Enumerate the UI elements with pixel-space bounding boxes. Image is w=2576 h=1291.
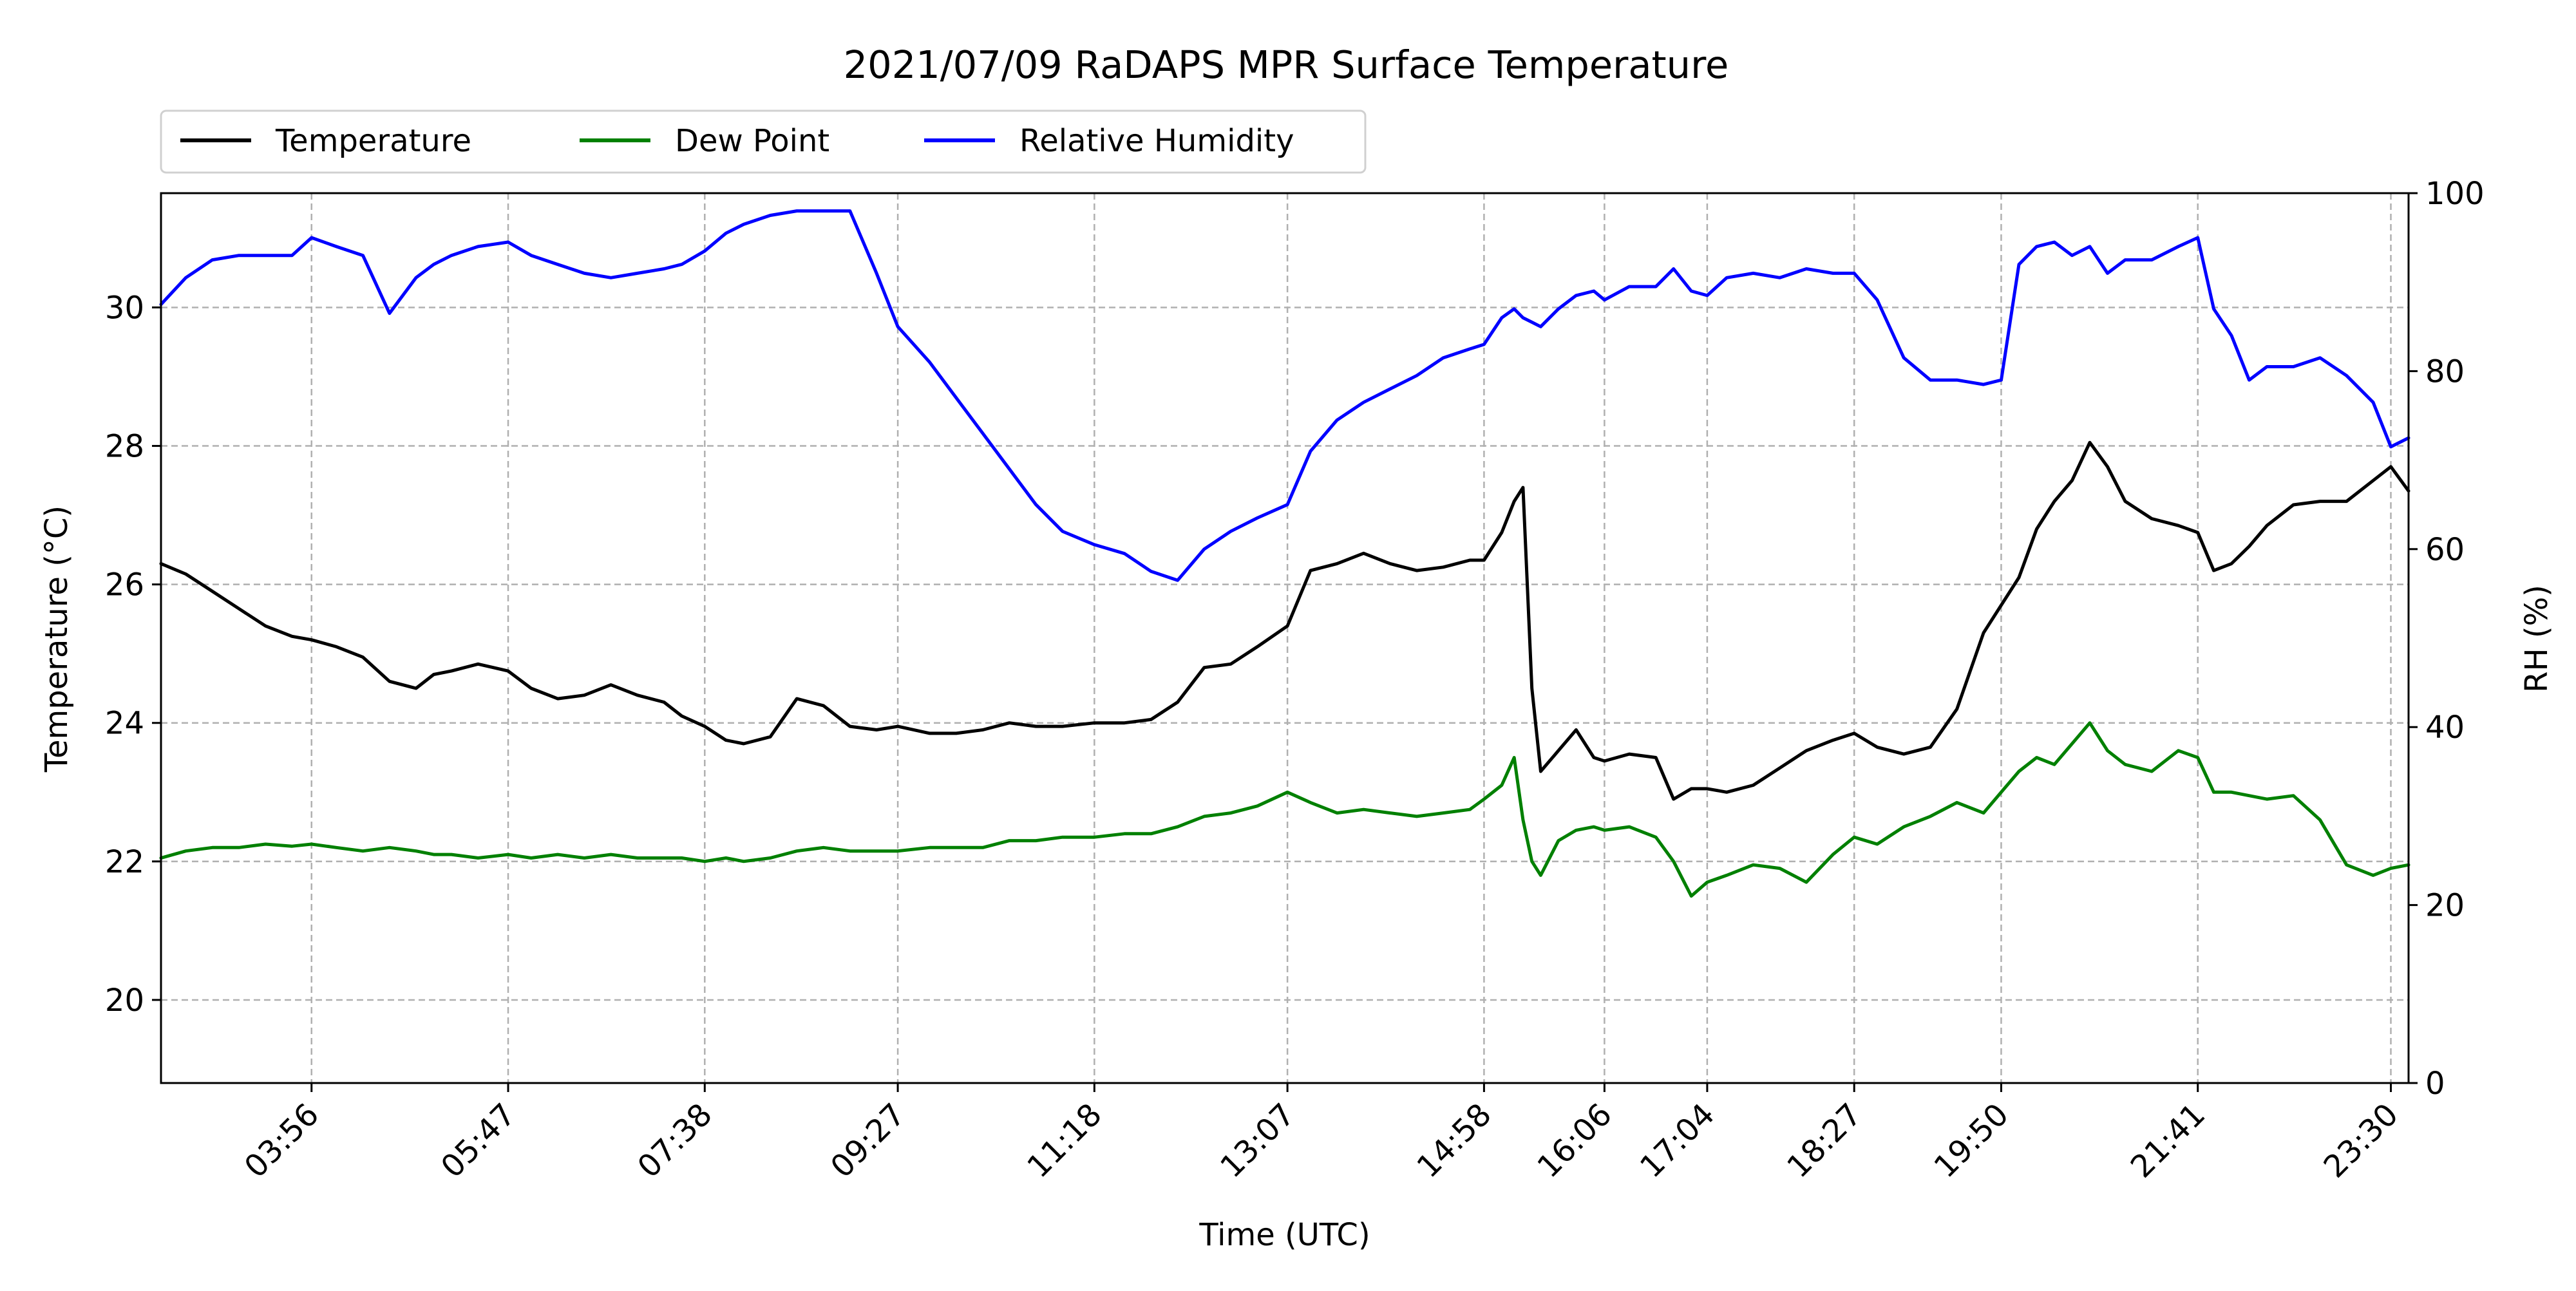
grid-lines (161, 193, 2409, 1083)
series-line-dew-point (159, 721, 2410, 898)
y-tick-label-left: 24 (105, 706, 144, 742)
y-tick-label-left: 30 (105, 290, 144, 326)
legend-box (160, 109, 1367, 174)
series-line-relative-humidity (159, 209, 2410, 582)
legend-label-relative-humidity: Relative Humidity (1019, 123, 1294, 159)
y-tick-label-left: 26 (105, 567, 144, 603)
y-tick-label-right: 0 (2425, 1066, 2445, 1102)
y-tick-label-right: 40 (2425, 710, 2465, 746)
y-tick-label-right: 100 (2425, 176, 2485, 212)
legend-label-temperature: Temperature (275, 123, 471, 159)
y-axis-right: 0 20 40 60 80 100 (2409, 176, 2485, 1102)
legend-label-dew-point: Dew Point (675, 123, 829, 159)
y-axis-title-right: RH (%) (2519, 585, 2555, 693)
y-tick-label-right: 60 (2425, 532, 2465, 568)
plot-frame (160, 192, 2410, 1084)
legend: Temperature Dew Point Relative Humidity (160, 109, 1367, 174)
x-axis-title: Time (UTC) (1198, 1217, 1370, 1253)
y-axis-left: 20 22 24 26 28 30 (105, 290, 161, 1019)
series-line-temperature (159, 440, 2410, 801)
y-tick-label-right: 20 (2425, 888, 2465, 924)
y-tick-label-left: 28 (105, 429, 144, 465)
y-tick-label-left: 22 (105, 844, 144, 880)
chart-title: 2021/07/09 RaDAPS MPR Surface Temperatur… (844, 42, 1729, 87)
y-axis-title-left: Temperature (°C) (39, 505, 75, 773)
series-layer (159, 209, 2410, 898)
y-tick-label-right: 80 (2425, 353, 2465, 390)
y-tick-label-left: 20 (105, 983, 144, 1019)
